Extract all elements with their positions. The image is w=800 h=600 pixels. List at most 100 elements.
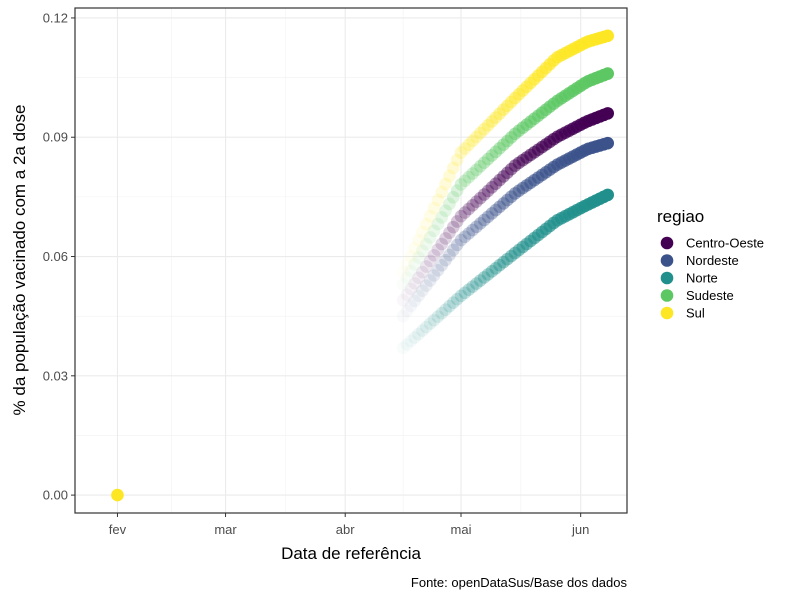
legend-items: Centro-Oeste Nordeste Norte Sudeste Sul bbox=[660, 236, 764, 321]
legend-label: Sudeste bbox=[686, 288, 734, 303]
x-tick-label: abr bbox=[336, 522, 355, 537]
caption: Fonte: openDataSus/Base dos dados bbox=[411, 575, 628, 590]
data-point bbox=[474, 126, 487, 140]
data-point bbox=[443, 226, 456, 240]
data-point bbox=[435, 211, 449, 224]
data-point bbox=[446, 190, 460, 204]
data-point bbox=[454, 209, 468, 223]
data-point bbox=[416, 265, 429, 279]
data-point bbox=[481, 210, 495, 224]
data-point bbox=[446, 243, 460, 257]
data-point bbox=[497, 103, 510, 117]
data-point bbox=[458, 206, 472, 219]
data-point bbox=[439, 232, 452, 245]
x-tick-label: fev bbox=[109, 522, 127, 537]
grid-minor bbox=[75, 8, 627, 513]
data-point bbox=[408, 294, 421, 308]
data-point bbox=[450, 292, 464, 306]
data-point bbox=[458, 230, 472, 244]
plot-background bbox=[75, 8, 627, 513]
legend-key bbox=[660, 289, 674, 302]
data-point bbox=[404, 264, 418, 278]
data-point bbox=[466, 280, 479, 293]
data-point bbox=[443, 169, 456, 183]
data-point bbox=[419, 237, 433, 251]
data-point bbox=[477, 122, 491, 136]
data-point bbox=[435, 306, 449, 320]
data-point bbox=[493, 258, 506, 272]
data-point bbox=[423, 231, 437, 244]
data-point bbox=[481, 118, 495, 132]
data-point bbox=[404, 282, 418, 296]
data-point bbox=[485, 207, 499, 220]
y-tick-label: 0.03 bbox=[43, 368, 68, 383]
data-point bbox=[470, 130, 483, 144]
data-point bbox=[427, 313, 441, 327]
data-point bbox=[443, 299, 456, 313]
data-point bbox=[412, 289, 425, 303]
data-point bbox=[431, 264, 445, 277]
data-point bbox=[466, 223, 479, 237]
data-point bbox=[474, 160, 487, 173]
legend: regiao Centro-Oeste Nordeste Norte Sudeste S… bbox=[657, 207, 764, 321]
data-point bbox=[474, 191, 487, 205]
data-point bbox=[412, 327, 425, 341]
data-point bbox=[493, 141, 506, 155]
y-tick-label: 0.06 bbox=[43, 249, 68, 264]
data-point bbox=[431, 217, 445, 231]
data-point bbox=[462, 227, 476, 240]
data-point bbox=[446, 220, 460, 234]
data-point bbox=[419, 320, 433, 334]
data-point bbox=[489, 145, 503, 159]
data-point bbox=[416, 244, 429, 258]
data-point bbox=[497, 255, 510, 269]
grid-major bbox=[75, 8, 627, 513]
data-point bbox=[477, 271, 491, 284]
data-point bbox=[470, 277, 483, 290]
y-tick-label: 0.00 bbox=[43, 488, 68, 503]
data-point bbox=[450, 184, 464, 197]
data-point bbox=[431, 243, 445, 256]
data-point bbox=[435, 185, 449, 199]
data-point bbox=[470, 220, 483, 234]
data-point bbox=[485, 115, 499, 128]
data-point bbox=[419, 279, 433, 292]
data-point bbox=[404, 334, 418, 348]
data-point bbox=[485, 180, 499, 194]
data-point bbox=[416, 284, 429, 298]
data-point bbox=[489, 261, 503, 275]
data-point bbox=[474, 274, 487, 287]
data-point bbox=[601, 136, 614, 150]
data-point bbox=[454, 178, 468, 191]
data-point bbox=[497, 138, 510, 151]
data-point bbox=[477, 188, 491, 201]
data-point bbox=[404, 250, 418, 263]
data-point bbox=[427, 269, 441, 282]
data-point bbox=[454, 146, 468, 159]
legend-key bbox=[660, 271, 674, 285]
data-point bbox=[423, 209, 437, 223]
data-point bbox=[474, 217, 487, 230]
data-point bbox=[427, 224, 441, 238]
data-point bbox=[435, 258, 449, 272]
data-point bbox=[601, 188, 614, 202]
data-point bbox=[446, 161, 460, 175]
data-point bbox=[462, 283, 476, 296]
data-point bbox=[416, 225, 429, 239]
x-tick-label: jun bbox=[571, 522, 589, 537]
data-point bbox=[601, 67, 614, 80]
data-point bbox=[431, 310, 445, 323]
data-point bbox=[458, 142, 472, 155]
data-point bbox=[450, 238, 464, 252]
data-point bbox=[423, 317, 437, 330]
legend-label: Sul bbox=[686, 306, 705, 321]
data-point bbox=[458, 286, 472, 300]
x-tick-label: mar bbox=[214, 522, 237, 537]
data-point bbox=[404, 299, 418, 313]
data-point bbox=[485, 265, 499, 278]
data-point bbox=[497, 197, 510, 210]
y-axis-title: % da população vacinado com a 2a dose bbox=[10, 105, 29, 416]
data-point bbox=[462, 170, 476, 184]
data-point bbox=[408, 257, 421, 271]
data-point bbox=[412, 233, 425, 247]
